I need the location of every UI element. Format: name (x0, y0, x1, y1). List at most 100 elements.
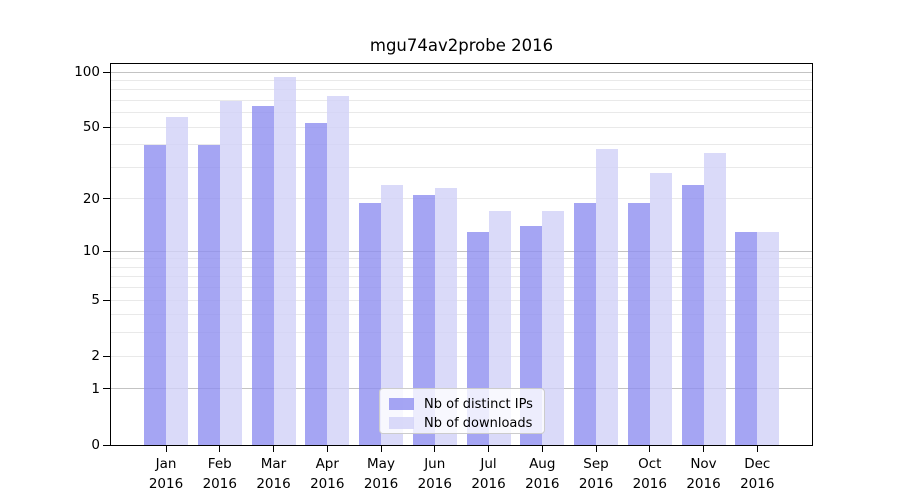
legend-swatch-downloads (389, 417, 414, 429)
legend-label-distinct-ips: Nb of distinct IPs (424, 396, 533, 412)
bar-downloads-jul (488, 211, 511, 445)
x-tick-label-month: Jun (424, 456, 446, 472)
bar-downloads-may (381, 184, 403, 445)
x-tick-label-year: 2016 (310, 476, 345, 492)
bar-downloads-mar (273, 77, 296, 445)
x-tick-label-apr: Apr 2016 (291, 454, 363, 494)
y-tick-label-20: 20 (82, 190, 100, 207)
y-tick-5 (103, 299, 110, 301)
x-tick-label-month: Jul (480, 456, 497, 472)
bar-distinct-ips-jan (144, 144, 166, 445)
bar-distinct-ips-nov (681, 184, 704, 445)
x-tick-jul (488, 446, 489, 452)
y-tick-label-100: 100 (74, 64, 100, 81)
x-tick-label-year: 2016 (363, 476, 399, 492)
bar-distinct-ips-feb (197, 144, 220, 445)
legend-swatch-distinct-ips (389, 398, 414, 410)
x-tick-label-year: 2016 (202, 476, 237, 492)
gridline-minor-90 (111, 79, 812, 81)
bar-distinct-ips-jun (412, 195, 435, 445)
y-tick-50 (103, 126, 110, 128)
y-tick-100 (103, 71, 110, 73)
bar-downloads-aug (542, 211, 565, 445)
x-tick-label-month: Feb (207, 456, 232, 472)
x-tick-label-year: 2016 (417, 476, 452, 492)
gridline-minor-2 (111, 355, 812, 357)
x-tick-dec (756, 446, 758, 452)
gridline-minor-8 (111, 266, 812, 268)
x-tick-label-oct: Oct 2016 (614, 454, 686, 494)
x-tick-label-month: Dec (744, 456, 771, 472)
y-tick-label-5: 5 (91, 292, 100, 309)
gridline-minor-30 (111, 167, 812, 168)
x-tick-label-nov: Nov 2016 (668, 454, 740, 494)
x-tick-aug (541, 446, 543, 452)
x-tick-label-year: 2016 (632, 476, 667, 492)
y-tick-label-0: 0 (91, 437, 100, 453)
gridline-minor-9 (111, 258, 812, 260)
gridline-minor-60 (111, 112, 812, 114)
x-tick-label-year: 2016 (578, 476, 614, 492)
x-tick-nov (703, 446, 704, 452)
x-tick-label-year: 2016 (525, 476, 560, 492)
x-tick-jun (434, 446, 436, 452)
x-tick-label-may: May 2016 (345, 454, 417, 494)
legend-item-downloads: Nb of downloads (389, 415, 544, 431)
bar-distinct-ips-sep (574, 202, 596, 445)
x-tick-label-jul: Jul 2016 (453, 454, 525, 494)
bar-distinct-ips-oct (627, 202, 650, 445)
bar-downloads-sep (596, 148, 618, 445)
x-tick-label-sep: Sep 2016 (560, 454, 632, 494)
y-tick-label-2: 2 (91, 348, 100, 365)
bar-downloads-jan (166, 116, 188, 445)
gridline-minor-80 (111, 89, 812, 91)
x-tick-label-year: 2016 (740, 476, 775, 492)
x-tick-oct (649, 446, 651, 452)
gridline-minor-20 (111, 198, 812, 200)
bar-downloads-feb (219, 100, 242, 445)
x-tick-label-month: Jan (155, 456, 177, 472)
gridline-minor-7 (111, 276, 812, 278)
gridline-minor-40 (111, 144, 812, 146)
gridline-minor-50 (111, 126, 812, 128)
x-tick-label-jan: Jan 2016 (130, 454, 202, 494)
x-tick-label-month: Apr (315, 456, 339, 472)
x-tick-label-month: Sep (583, 456, 609, 472)
x-tick-may (380, 446, 382, 452)
bar-distinct-ips-may (359, 202, 381, 445)
bar-distinct-ips-dec (735, 231, 758, 445)
gridline-minor-3 (111, 332, 812, 334)
bar-distinct-ips-apr (305, 122, 328, 445)
x-tick-feb (219, 446, 221, 452)
bar-distinct-ips-mar (251, 106, 274, 445)
bar-downloads-oct (649, 172, 672, 445)
gridline-minor-70 (111, 100, 812, 102)
x-tick-mar (273, 446, 274, 452)
bar-downloads-jun (434, 188, 457, 445)
x-tick-apr (326, 446, 328, 452)
gridline-minor-5 (111, 299, 812, 301)
y-tick-2 (103, 355, 110, 357)
x-tick-label-year: 2016 (256, 476, 291, 492)
y-tick-label-50: 50 (82, 119, 100, 136)
y-tick-label-1: 1 (91, 380, 100, 397)
x-tick-jan (165, 446, 167, 452)
gridline-minor-4 (111, 314, 812, 316)
x-tick-label-jun: Jun 2016 (399, 454, 471, 494)
x-tick-label-year: 2016 (471, 476, 506, 492)
gridline-major-10 (111, 250, 812, 252)
x-tick-label-month: Mar (260, 456, 287, 472)
legend: Nb of distinct IPs Nb of downloads (379, 388, 545, 434)
x-tick-label-dec: Dec 2016 (721, 454, 793, 494)
legend-item-distinct-ips: Nb of distinct IPs (389, 396, 544, 412)
bar-downloads-nov (703, 153, 726, 445)
legend-label-downloads: Nb of downloads (424, 415, 533, 431)
plot-spines (110, 63, 813, 446)
bar-downloads-dec (757, 231, 780, 445)
x-tick-label-aug: Aug 2016 (506, 454, 578, 494)
gridline-minor-6 (111, 287, 812, 289)
y-tick-10 (103, 250, 110, 252)
bar-downloads-apr (327, 96, 350, 445)
gridline-major-100 (111, 71, 812, 73)
